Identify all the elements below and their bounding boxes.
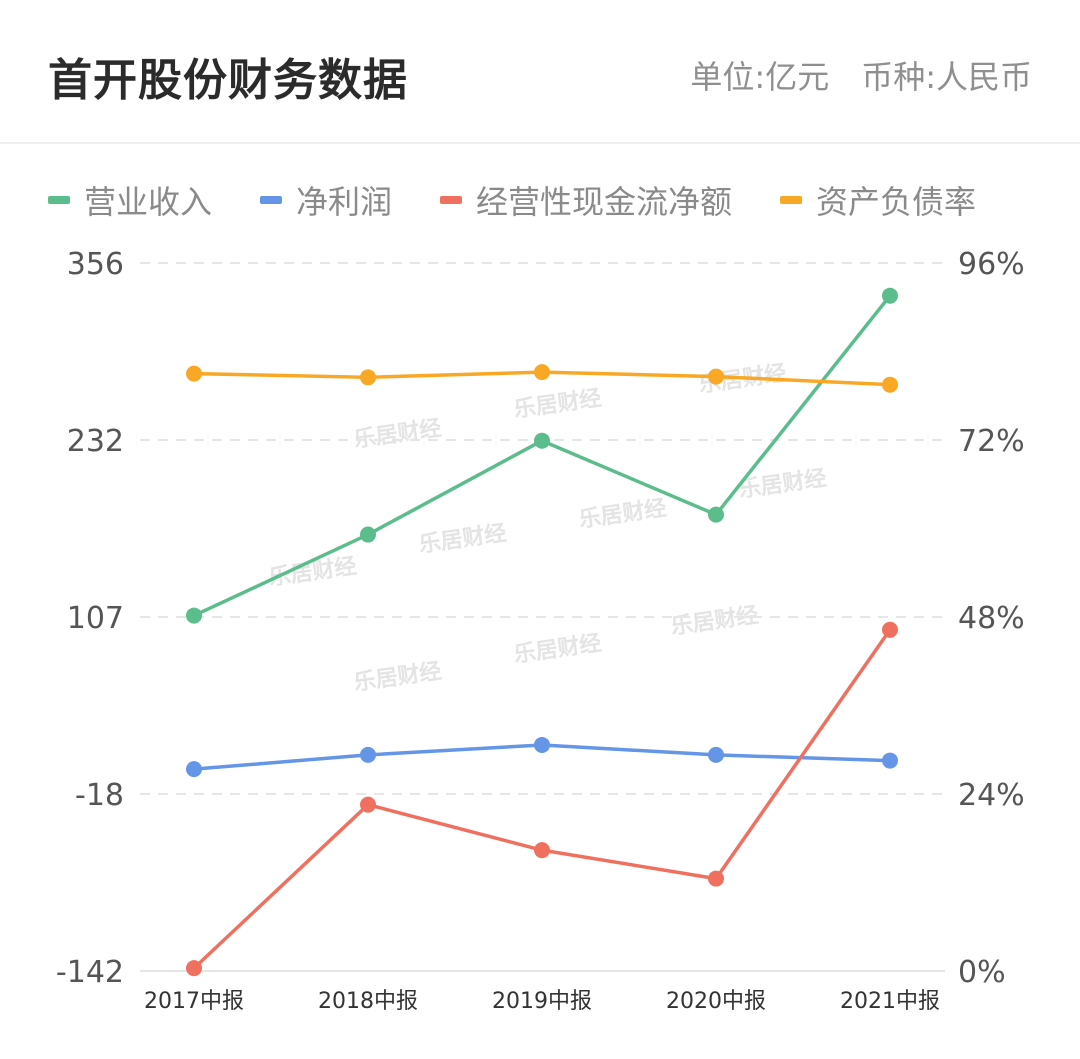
data-point: [882, 287, 898, 304]
line-chart: 乐居财经乐居财经乐居财经乐居财经乐居财经乐居财经乐居财经乐居财经乐居财经乐居财经…: [56, 247, 1025, 1014]
x-tick-label: 2018中报: [318, 989, 418, 1014]
x-tick-label: 2017中报: [144, 989, 244, 1014]
legend-label: 净利润: [296, 183, 393, 221]
currency-label: 币种:人民币: [861, 58, 1032, 96]
y-right-tick-label: 96%: [958, 247, 1025, 282]
data-point: [534, 364, 550, 381]
watermark-text: 乐居财经: [512, 630, 603, 668]
data-point: [534, 432, 550, 449]
data-point: [360, 746, 376, 763]
x-tick-label: 2019中报: [492, 989, 592, 1014]
legend-swatch: [48, 196, 70, 204]
data-point: [186, 365, 202, 382]
data-point: [708, 368, 724, 385]
legend-label: 资产负债率: [816, 183, 977, 221]
y-left-tick-label: 232: [67, 424, 124, 459]
data-point: [534, 736, 550, 753]
data-point: [882, 376, 898, 393]
data-point: [360, 526, 376, 543]
legend-item-operating-cash-flow[interactable]: 经营性现金流净额: [440, 177, 732, 223]
unit-label: 单位:亿元: [690, 58, 830, 96]
legend-label: 营业收入: [84, 183, 213, 221]
data-point: [360, 796, 376, 813]
data-point: [882, 752, 898, 769]
watermark-text: 乐居财经: [512, 385, 603, 423]
y-right-tick-label: 0%: [958, 955, 1006, 990]
chart-legend: 营业收入 净利润 经营性现金流净额 资产负债率: [48, 176, 976, 224]
y-right-tick-label: 24%: [958, 778, 1025, 813]
y-left-tick-label: -142: [56, 955, 124, 990]
watermark-text: 乐居财经: [669, 602, 760, 640]
unit-info: 单位:亿元 币种:人民币: [690, 52, 1032, 98]
legend-item-revenue[interactable]: 营业收入: [48, 177, 212, 223]
y-left-tick-label: 107: [67, 601, 124, 636]
legend-swatch: [780, 196, 803, 204]
watermark-text: 乐居财经: [352, 658, 443, 696]
y-right-tick-label: 48%: [958, 601, 1025, 636]
page-title: 首开股份财务数据: [48, 55, 408, 106]
data-point: [708, 746, 724, 763]
data-point: [360, 369, 376, 386]
legend-item-net-profit[interactable]: 净利润: [260, 177, 392, 223]
data-point: [708, 506, 724, 523]
series-line: [192, 628, 892, 970]
data-point: [186, 607, 202, 624]
legend-swatch: [260, 196, 283, 204]
legend-item-debt-ratio[interactable]: 资产负债率: [780, 177, 976, 223]
y-left-tick-label: -18: [75, 778, 124, 813]
watermark-text: 乐居财经: [352, 415, 443, 453]
x-tick-label: 2021中报: [840, 989, 940, 1014]
data-point: [882, 621, 898, 638]
legend-swatch: [440, 196, 463, 204]
watermark-text: 乐居财经: [417, 520, 508, 558]
legend-label: 经营性现金流净额: [476, 183, 733, 221]
header: 首开股份财务数据 单位:亿元 币种:人民币: [0, 0, 1080, 144]
data-point: [186, 960, 202, 977]
watermark-text: 乐居财经: [577, 495, 668, 533]
data-point: [708, 870, 724, 887]
data-point: [534, 842, 550, 859]
series-line: [193, 294, 892, 618]
y-left-tick-label: 356: [67, 247, 124, 282]
data-point: [186, 761, 202, 778]
x-tick-label: 2020中报: [666, 989, 766, 1014]
y-right-tick-label: 72%: [958, 424, 1025, 459]
